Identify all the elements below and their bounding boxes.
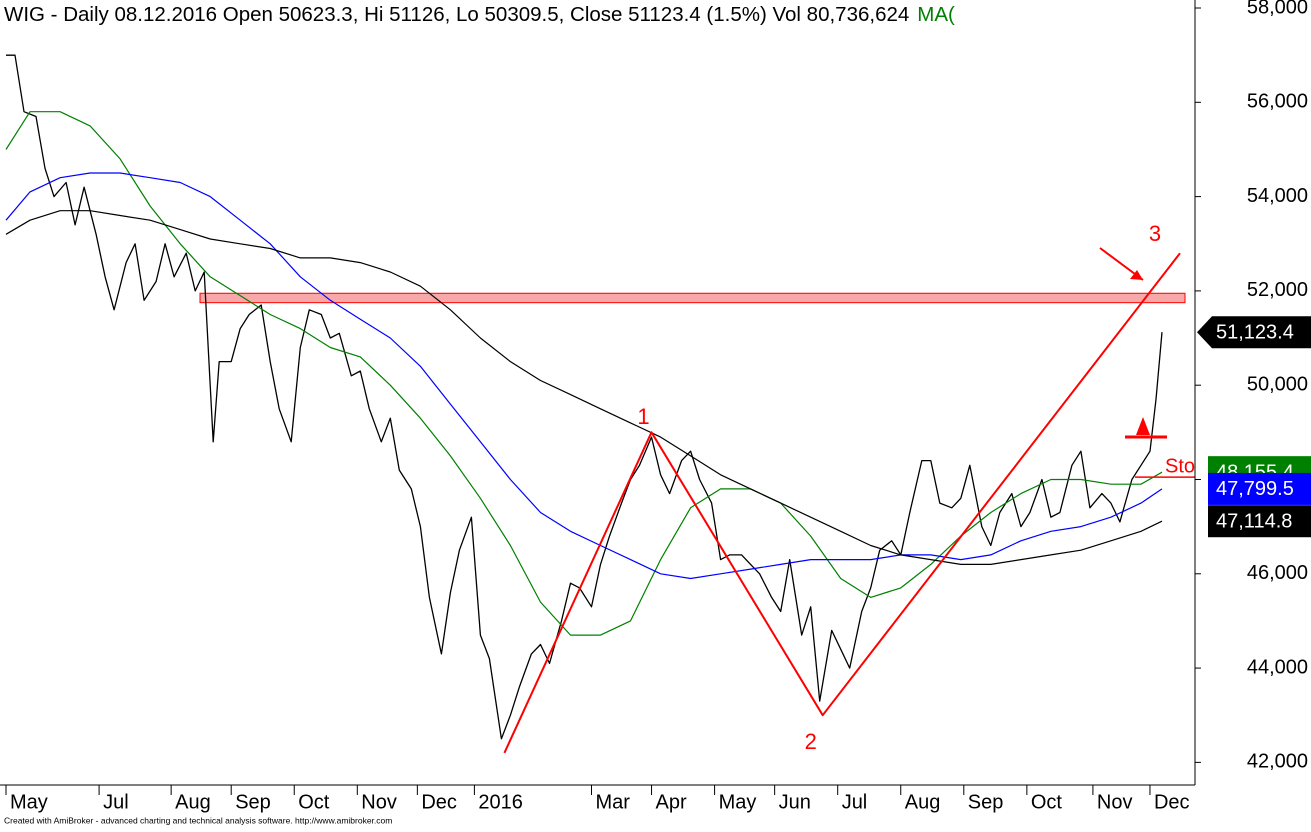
- y-tick-label: 46,000: [1247, 562, 1308, 584]
- footer: Created with AmiBroker - advanced charti…: [4, 815, 392, 825]
- title-text: WIG - Daily 08.12.2016 Open 50623.3, Hi …: [4, 3, 909, 26]
- last-value-label: 47,799.5: [1216, 478, 1294, 500]
- title-ma: MA(: [917, 3, 955, 26]
- entry-marker: [1136, 417, 1150, 436]
- x-tick-label: Jul: [842, 791, 868, 813]
- last-value-box: [1208, 472, 1311, 505]
- pattern-label: 3: [1149, 221, 1161, 246]
- x-tick-label: Dec: [1154, 791, 1190, 813]
- series-line: [5, 172, 1163, 580]
- x-tick-label: Jun: [779, 791, 811, 813]
- x-tick-label: 2016: [478, 791, 523, 813]
- last-value-box: [1208, 505, 1311, 538]
- x-tick-label: Aug: [905, 791, 941, 813]
- x-tick-label: Apr: [656, 791, 687, 813]
- last-value-label: 47,114.8: [1216, 511, 1292, 533]
- y-tick-label: 58,000: [1247, 0, 1308, 18]
- y-tick-label: 56,000: [1247, 91, 1308, 113]
- x-tick-label: Oct: [298, 791, 330, 813]
- last-value-box: [1197, 316, 1311, 349]
- series-line: [6, 54, 1163, 740]
- series-line: [5, 111, 1163, 636]
- x-tick-label: Aug: [175, 791, 211, 813]
- x-tick-label: Jul: [103, 791, 129, 813]
- series-line: [5, 210, 1163, 565]
- pointer-arrow-head: [1130, 270, 1143, 280]
- y-tick-label: 54,000: [1247, 185, 1308, 207]
- x-tick-label: Sep: [968, 791, 1004, 813]
- x-tick-label: Dec: [421, 791, 457, 813]
- y-tick-label: 42,000: [1247, 751, 1308, 773]
- y-tick-label: 44,000: [1247, 656, 1308, 678]
- axis-panel: [1195, 0, 1311, 827]
- x-tick-label: May: [10, 791, 48, 813]
- series-line: [503, 252, 1181, 754]
- x-tick-label: Nov: [1097, 791, 1133, 813]
- x-tick-label: Nov: [361, 791, 397, 813]
- pattern-label: 1: [637, 404, 649, 429]
- chart-title: WIG - Daily 08.12.2016 Open 50623.3, Hi …: [4, 3, 955, 26]
- y-tick-label: 52,000: [1247, 279, 1308, 301]
- y-tick-label: 50,000: [1247, 373, 1308, 395]
- x-tick-label: Oct: [1031, 791, 1063, 813]
- resistance-zone: [199, 292, 1186, 304]
- last-value-label: 51,123.4: [1216, 322, 1294, 344]
- x-tick-label: May: [719, 791, 757, 813]
- x-tick-label: Sep: [235, 791, 271, 813]
- pattern-label: 2: [805, 729, 817, 754]
- x-tick-label: Mar: [595, 791, 630, 813]
